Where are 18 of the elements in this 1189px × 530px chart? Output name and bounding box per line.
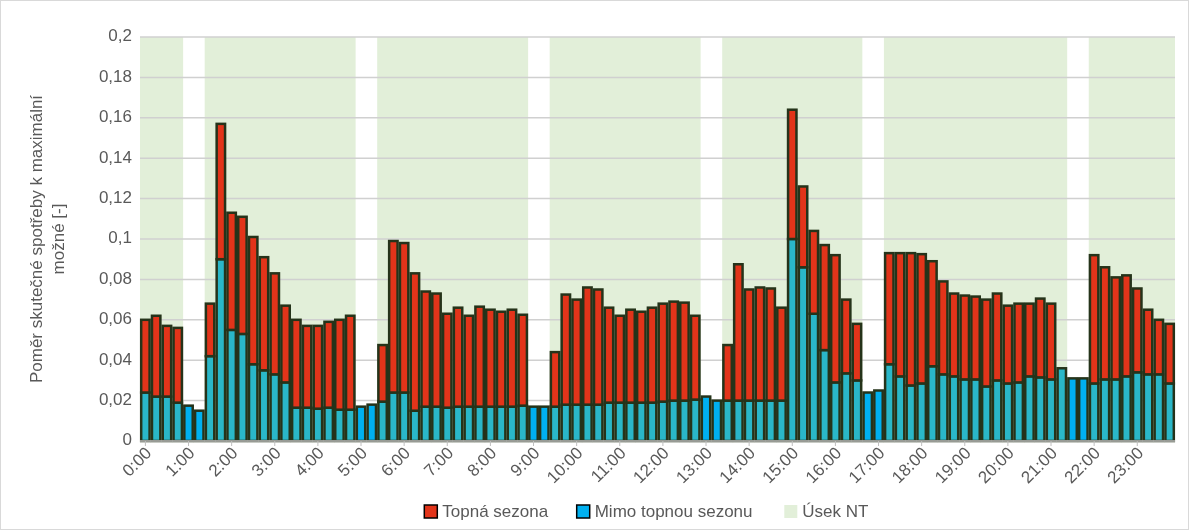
legend-label: Mimo topnou sezonu xyxy=(594,502,753,521)
y-tick-label: 0,2 xyxy=(108,26,132,46)
y-tick-label: 0,1 xyxy=(108,228,132,248)
x-tick-label: 8:00 xyxy=(463,443,501,481)
y-tick-label: 0,04 xyxy=(98,349,132,369)
y-axis-title: Poměr skutečné spotřeby k maximální možné [-] xyxy=(27,94,68,384)
x-tick-label: 4:00 xyxy=(291,443,328,481)
y-tick-label: 0 xyxy=(122,430,132,450)
y-tick-label: 0,06 xyxy=(98,309,132,329)
y-tick-label: 0,12 xyxy=(98,188,132,208)
x-tick-label: 7:00 xyxy=(420,443,458,481)
legend-label: Úsek NT xyxy=(802,502,869,521)
y-tick-label: 0,18 xyxy=(98,66,132,86)
y-tick-label: 0,02 xyxy=(98,390,132,410)
y-tick-label: 0,08 xyxy=(98,268,132,288)
y-tick-label: 0,14 xyxy=(98,147,132,167)
y-tick-label: 0,16 xyxy=(98,107,132,127)
legend-label: Topná sezona xyxy=(442,502,549,521)
